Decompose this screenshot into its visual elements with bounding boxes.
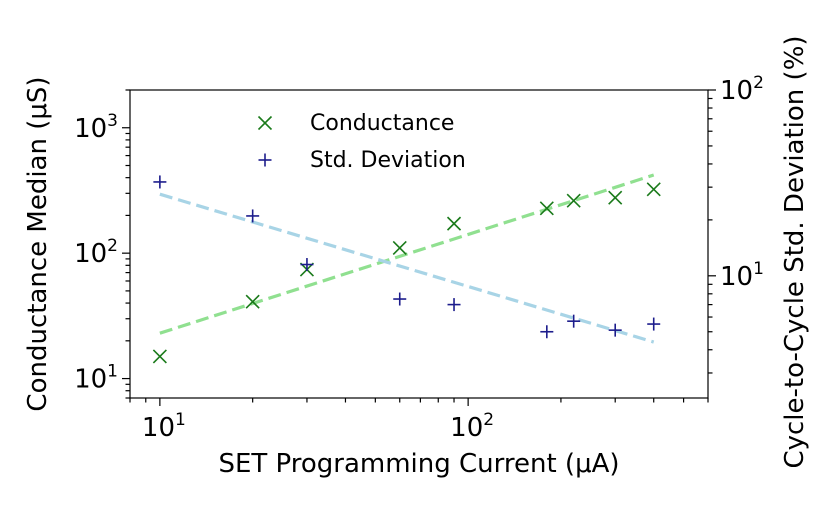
conductance-point [646, 182, 661, 197]
fit-line-std-deviation [159, 192, 655, 344]
x-tick-label: 101 [142, 410, 186, 443]
x-tick-label: 102 [450, 410, 494, 443]
y-left-axis-label: Conductance Median (μS) [23, 76, 53, 411]
std-deviation-point [153, 175, 167, 189]
data-points [152, 175, 661, 364]
std-deviation-point [567, 314, 581, 328]
legend-marker-x [257, 115, 273, 131]
std-deviation-point [246, 209, 260, 223]
std-deviation-point [447, 298, 461, 312]
legend-label-conductance: Conductance [310, 111, 454, 136]
plot-frame [129, 89, 709, 399]
legend-marker-std-deviation [258, 153, 272, 167]
conductance-point [539, 201, 554, 216]
y-right-axis-label: Cycle-to-Cycle Std. Deviation (%) [780, 35, 810, 468]
legend: Conductance Std. Deviation [257, 111, 466, 173]
y-right-tick-label: 102 [720, 73, 764, 106]
conductance-point [446, 216, 462, 231]
std-deviation-point [540, 325, 554, 339]
y-left-tick-label: 102 [74, 236, 118, 269]
std-deviation-point [300, 258, 314, 272]
axis-ticks: 101 102 101 102 103 101 102 [74, 73, 764, 443]
conductance-point [566, 193, 581, 208]
conductance-point [245, 294, 260, 309]
x-axis-label: SET Programming Current (μA) [218, 449, 619, 479]
legend-label-std-deviation: Std. Deviation [310, 148, 466, 173]
std-deviation-point [647, 317, 661, 331]
conductance-point [152, 349, 167, 364]
conductance-point [608, 190, 623, 205]
std-deviation-point [393, 292, 407, 306]
std-deviation-point [608, 323, 622, 337]
legend-marker-conductance [257, 115, 273, 131]
y-right-tick-label: 101 [720, 259, 764, 292]
fit-line-conductance [159, 173, 655, 335]
y-left-tick-label: 101 [74, 362, 118, 395]
fit-lines [159, 173, 655, 344]
plot-area [130, 90, 708, 398]
conductance-point [392, 240, 407, 256]
legend-marker-plus [258, 153, 272, 167]
y-left-tick-label: 103 [74, 111, 118, 144]
